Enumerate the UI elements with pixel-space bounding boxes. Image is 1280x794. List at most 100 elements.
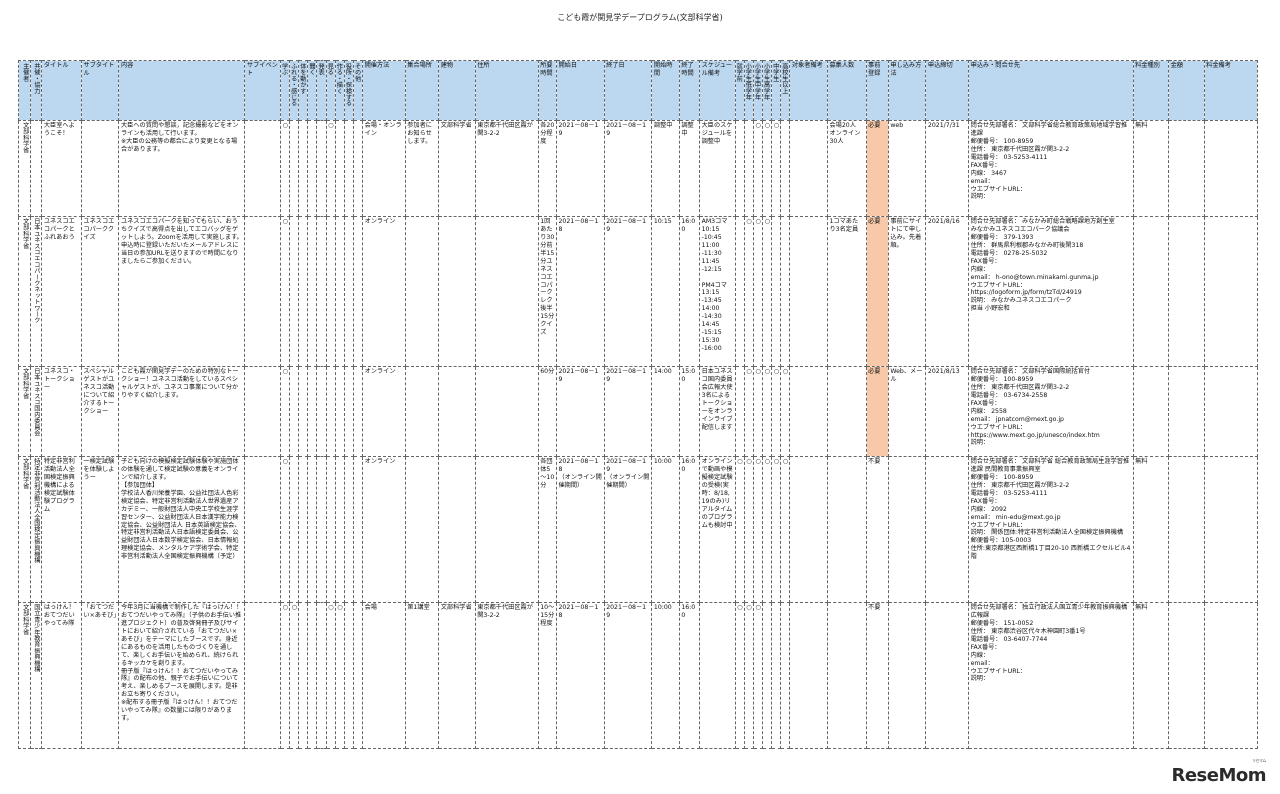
table-row: 文部科学省 国立青少年教育振興機構 はっけん！おてつだいやってみ隊 「おてつだい×あそ… [17, 602, 1259, 749]
cell-fee [1168, 456, 1205, 603]
table-row: 文部科学省 大臣室へようこそ！ 大臣への質問や懇談，記念撮影などをオンラインも活用し… [17, 120, 1259, 217]
cell-building [438, 456, 476, 603]
cell-c_tell [316, 366, 327, 457]
cell-cosponsor: 日本ユネスコエコパークネットワーク [30, 216, 43, 367]
cell-t_e_mid: ○ [752, 602, 764, 749]
column-header-title: タイトル [41, 60, 82, 121]
cell-end: 2021－08－19 （オンライン開催期間） [603, 456, 653, 603]
cell-c_touch [289, 456, 300, 603]
cell-capacity [826, 602, 867, 749]
cell-organizer: 文部科学省 [17, 456, 32, 603]
cell-c_learn: ○ [279, 216, 291, 367]
cell-c_make [334, 456, 345, 603]
column-header-c_explore: 役所・探検する [343, 60, 354, 121]
cell-address [474, 216, 539, 367]
cell-t_pre: ○ [734, 456, 745, 603]
cell-schedule: 大臣のスケジュールを調整中 [699, 120, 736, 217]
cell-t_pre: ○ [734, 602, 745, 749]
cell-building: 文部科学省 [438, 602, 476, 749]
column-header-fee: 金額 [1168, 60, 1205, 121]
cell-address: 東京都千代田区霞が関3-2-2 [474, 120, 539, 217]
cell-t_e_low: ○ [743, 602, 754, 749]
column-header-method: 開催方法 [362, 60, 406, 121]
cell-t_e_high: ○ [762, 366, 773, 457]
cell-c_other [352, 456, 364, 603]
column-header-start_time: 開始時間 [651, 60, 680, 121]
table-row: 文部科学省 特定非営利活動法人全国検定振興機構 特定非営利活動法人全国検定振興機構に… [17, 456, 1259, 603]
cell-c_make [334, 120, 345, 217]
cell-t_e_mid: ○ [752, 216, 764, 367]
cell-start: 2021－08－19 [555, 120, 605, 217]
column-header-t_e_mid: 小学生中学年 [752, 60, 764, 121]
column-header-contact: 申込み・問合せ先 [968, 60, 1134, 121]
cell-t_e_mid: ○ [752, 366, 764, 457]
cell-c_other [352, 120, 364, 217]
cell-cosponsor: 特定非営利活動法人全国検定振興機構 [30, 456, 43, 603]
cell-method: オンライン [362, 456, 406, 603]
cell-subtitle [80, 120, 120, 217]
column-header-c_touch: ふれる・感じる [289, 60, 300, 121]
cell-c_other [352, 602, 364, 749]
column-header-c_other: その他 [352, 60, 364, 121]
cell-apply: Web、メール [887, 366, 927, 457]
column-header-t_hs: 高校生以上 [780, 60, 791, 121]
cell-c_learn: ○ [279, 602, 291, 749]
cell-method: 会場・オンライン [362, 120, 406, 217]
cell-content: こども霞が関見学デーのための特別なトークショー！ユネスコ活動をしているスペシャル… [118, 366, 246, 457]
cell-c_touch [289, 366, 300, 457]
cell-t_pre [734, 120, 745, 217]
cell-apply [887, 456, 927, 603]
cell-fee_note [1203, 456, 1259, 603]
cell-subtitle: 「おてつだい×あそび」 [80, 602, 120, 749]
cell-building: 文部科学省 [438, 120, 476, 217]
cell-prereg: 必要 [865, 366, 889, 457]
program-table: 主催者 共催・協力 タイトル サブタイトル 内容 サブイベント 学ぶ ふれる・感じる 体を動かす… [17, 60, 1259, 749]
cell-duration: 各団体5～10分 [537, 456, 557, 603]
cell-content: 今年3月に当機構で制作した『はっけん！！おてつだいやってみ隊』（子供のお手伝い推… [118, 602, 246, 749]
column-header-deadline: 申込締切 [925, 60, 970, 121]
cell-t_e_high: ○ [762, 216, 773, 367]
cell-capacity [826, 366, 867, 457]
cell-subvenue [244, 456, 281, 603]
cell-t_jh: ○ [771, 456, 782, 603]
cell-c_make [334, 216, 345, 367]
cell-prereg: 不要 [865, 456, 889, 603]
cell-c_learn: ○ [279, 456, 291, 603]
cell-c_other [352, 366, 364, 457]
cell-meeting [404, 216, 440, 367]
cell-c_ask [307, 366, 318, 457]
cell-prereg: 不要 [865, 602, 889, 749]
column-header-t_pre: 就学前 [734, 60, 745, 121]
column-header-c_see: 見る [325, 60, 336, 121]
column-header-end_time: 終了時間 [678, 60, 701, 121]
column-header-subvenue: サブイベント [244, 60, 281, 121]
cell-c_explore [343, 366, 354, 457]
column-header-target_note: 対象者備考 [789, 60, 828, 121]
cell-title: ユネスコエコパークとふれあおう [41, 216, 82, 367]
cell-fee_note [1203, 366, 1259, 457]
cell-meeting [404, 456, 440, 603]
cell-fee_note [1203, 120, 1259, 217]
cell-meeting [404, 366, 440, 457]
cell-c_see: ○ [325, 120, 336, 217]
column-header-t_e_high: 小学生高学年 [762, 60, 773, 121]
column-header-duration: 所要時間 [537, 60, 557, 121]
cell-c_body [298, 120, 309, 217]
cell-c_explore [343, 602, 354, 749]
cell-t_jh [771, 216, 782, 367]
cell-t_jh [771, 602, 782, 749]
cell-target_note [789, 366, 828, 457]
cell-t_hs [780, 216, 791, 367]
cell-start: 2021－08－19 [555, 366, 605, 457]
cell-c_see: ○ [325, 602, 336, 749]
column-header-fee_type: 料金種別 [1132, 60, 1170, 121]
cell-start_time: 10:00 [651, 602, 680, 749]
cell-t_e_low: ○ [743, 366, 754, 457]
cell-t_jh: ○ [771, 366, 782, 457]
cell-deadline [925, 602, 970, 749]
column-header-fee_note: 料金備考 [1203, 60, 1259, 121]
cell-c_tell [316, 216, 327, 367]
cell-method: オンライン [362, 366, 406, 457]
column-header-prereg: 事前登録 [865, 60, 889, 121]
cell-contact: 問合せ先部署名： 文部科学省総合教育政策局地域学習推進課 郵便番号： 100-8… [968, 120, 1134, 217]
